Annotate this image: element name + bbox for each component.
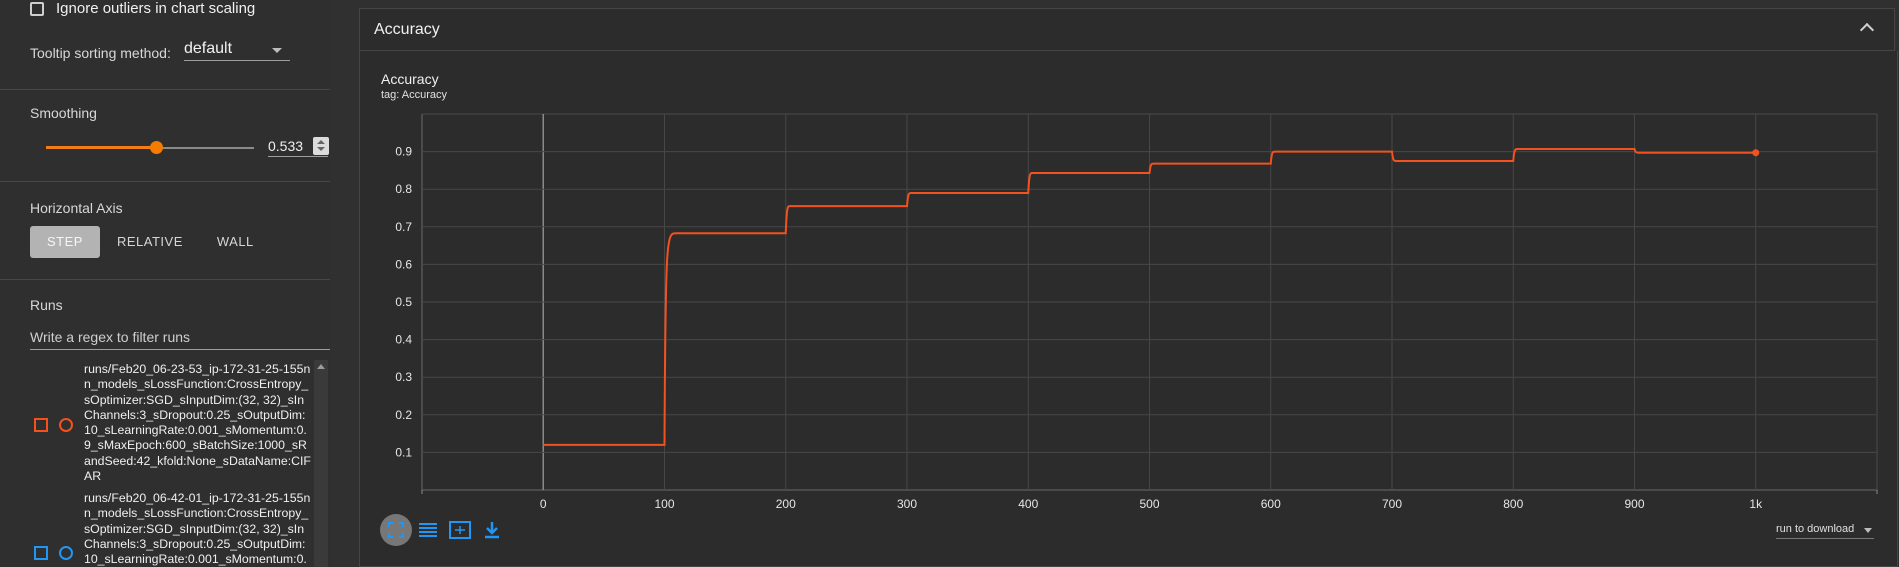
runs-filter-input[interactable]: Write a regex to filter runs: [30, 329, 330, 350]
chevron-down-icon: [1864, 528, 1872, 533]
expand-icon: [388, 522, 404, 538]
run-name: runs/Feb20_06-23-53_ip-172-31-25-155nn_m…: [84, 362, 311, 484]
toggle-log-scale-button[interactable]: [412, 514, 444, 546]
run-to-download-label: run to download: [1776, 523, 1855, 535]
axis-relative-button[interactable]: RELATIVE: [116, 234, 183, 249]
x-tick-label: 300: [897, 497, 917, 511]
smoothing-slider-thumb[interactable]: [150, 141, 163, 154]
scroll-up-icon[interactable]: [317, 364, 325, 369]
run-to-download-dropdown[interactable]: run to download: [1776, 523, 1874, 539]
chart-card: Accuracy tag: Accuracy: [359, 51, 1898, 567]
ignore-outliers-checkbox[interactable]: [30, 1, 44, 16]
divider: [0, 279, 330, 280]
sidebar: Ignore outliers in chart scaling Tooltip…: [0, 0, 330, 567]
x-tick-label: 200: [776, 497, 796, 511]
x-tick-label: 0: [540, 497, 547, 511]
series-line: [543, 147, 1756, 446]
chart-tag: tag: Accuracy: [381, 89, 448, 101]
ignore-outliers-label: Ignore outliers in chart scaling: [56, 0, 256, 17]
divider: [0, 181, 330, 182]
axis-wall-button[interactable]: WALL: [216, 234, 254, 249]
x-tick-label: 100: [654, 497, 674, 511]
run-name: runs/Feb20_06-42-01_ip-172-31-25-155nn_m…: [84, 491, 311, 567]
y-tick-label: 0.1: [395, 445, 412, 459]
list-item[interactable]: runs/Feb20_06-42-01_ip-172-31-25-155nn_m…: [0, 491, 314, 567]
series-end-point: [1752, 149, 1760, 157]
smoothing-input[interactable]: 0.533: [268, 138, 328, 157]
tooltip-sort-value: default: [184, 40, 233, 57]
download-icon: [485, 522, 499, 539]
accuracy-panel-header[interactable]: Accuracy: [359, 8, 1895, 51]
y-tick-label: 0.8: [395, 182, 412, 196]
axis-step-button[interactable]: STEP: [30, 226, 100, 258]
horizontal-axis-toggle: STEP RELATIVE WALL: [30, 226, 271, 258]
download-button[interactable]: [476, 514, 508, 546]
chart-toolbar: [380, 514, 508, 546]
y-tick-label: 0.9: [395, 145, 412, 159]
tooltip-sort-dropdown[interactable]: default: [184, 40, 290, 61]
panel-title: Accuracy: [374, 21, 440, 38]
fit-to-data-button[interactable]: [444, 514, 476, 546]
runs-label: Runs: [30, 297, 63, 313]
run-color-picker[interactable]: [59, 418, 73, 432]
y-tick-label: 0.2: [395, 408, 412, 422]
runs-scrollbar[interactable]: [314, 360, 328, 567]
runs-list: runs/Feb20_06-23-53_ip-172-31-25-155nn_m…: [0, 360, 330, 567]
divider: [0, 89, 330, 90]
y-tick-label: 0.7: [395, 220, 412, 234]
x-tick-label: 600: [1261, 497, 1281, 511]
x-tick-label: 500: [1139, 497, 1159, 511]
smoothing-label: Smoothing: [30, 105, 97, 121]
x-tick-label: 1k: [1749, 497, 1763, 511]
run-checkbox[interactable]: [34, 418, 48, 432]
chart-title: Accuracy: [381, 71, 439, 87]
ignore-outliers-option[interactable]: Ignore outliers in chart scaling: [30, 0, 255, 17]
chevron-down-icon: [272, 48, 282, 53]
list-icon: [419, 523, 437, 537]
smoothing-slider-fill: [46, 146, 156, 149]
y-tick-label: 0.4: [395, 333, 412, 347]
list-item[interactable]: runs/Feb20_06-23-53_ip-172-31-25-155nn_m…: [0, 362, 314, 487]
x-tick-label: 800: [1503, 497, 1523, 511]
y-tick-label: 0.5: [395, 295, 412, 309]
run-color-picker[interactable]: [59, 546, 73, 560]
x-tick-label: 700: [1382, 497, 1402, 511]
y-tick-label: 0.6: [395, 257, 412, 271]
horizontal-axis-label: Horizontal Axis: [30, 200, 123, 216]
smoothing-spinner[interactable]: [313, 137, 329, 155]
tooltip-sort-label: Tooltip sorting method:: [30, 45, 171, 61]
fit-icon: [449, 521, 471, 539]
x-tick-label: 400: [1018, 497, 1038, 511]
fit-domain-button[interactable]: [380, 514, 412, 546]
run-checkbox[interactable]: [34, 546, 48, 560]
y-tick-label: 0.3: [395, 370, 412, 384]
x-tick-label: 900: [1624, 497, 1644, 511]
